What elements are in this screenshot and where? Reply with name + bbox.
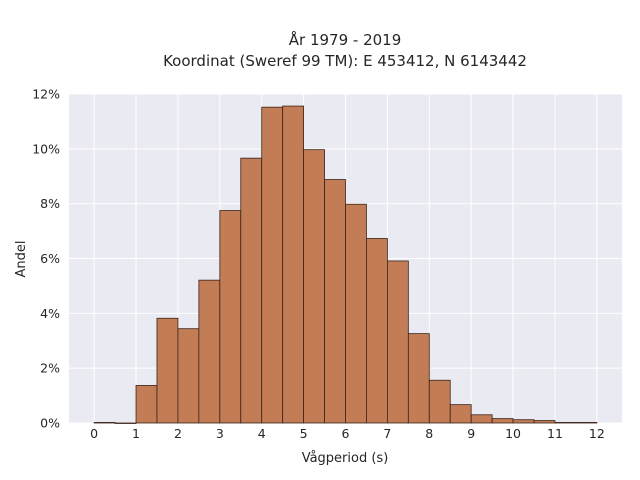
histogram-bar <box>575 422 598 424</box>
y-tick-label: 8% <box>40 196 60 211</box>
x-tick-label: 10 <box>505 426 521 441</box>
y-tick-label: 2% <box>40 361 60 376</box>
y-axis-label: Andel <box>14 241 29 278</box>
histogram-bar <box>345 203 367 424</box>
x-tick-label: 2 <box>174 426 182 441</box>
histogram-bar <box>386 260 409 424</box>
bars <box>93 105 598 424</box>
histogram-bar <box>366 238 388 424</box>
histogram-bar <box>93 422 116 424</box>
y-tick-label: 4% <box>40 306 60 321</box>
histogram-bar <box>219 210 242 424</box>
x-axis-label: Vågperiod (s) <box>302 451 389 466</box>
histogram-bar <box>324 179 346 424</box>
x-tick-labels: 0 1 2 3 4 5 6 7 8 9 10 11 12 <box>90 426 605 441</box>
histogram-bar <box>554 422 577 424</box>
histogram-bar <box>261 106 284 424</box>
y-tick-label: 6% <box>40 251 60 266</box>
histogram-bar <box>512 419 535 424</box>
y-tick-labels: 0% 2% 4% 6% 8% 10% 12% <box>32 87 60 431</box>
histogram-bar <box>303 149 325 424</box>
x-tick-label: 9 <box>467 426 475 441</box>
histogram-bar <box>470 414 493 424</box>
y-tick-label: 12% <box>32 87 60 102</box>
histogram-bar <box>407 333 430 424</box>
histogram-bar <box>533 420 556 424</box>
y-tick-label: 10% <box>32 141 60 156</box>
x-tick-label: 3 <box>216 426 224 441</box>
x-tick-label: 1 <box>132 426 140 441</box>
x-tick-label: 0 <box>90 426 98 441</box>
chart-title-line2: Koordinat (Sweref 99 TM): E 453412, N 61… <box>163 52 527 70</box>
histogram-bar <box>240 157 263 424</box>
x-tick-label: 7 <box>383 426 391 441</box>
histogram-bar <box>135 385 158 424</box>
y-tick-label: 0% <box>40 416 60 431</box>
x-tick-label: 5 <box>300 426 308 441</box>
x-tick-label: 11 <box>547 426 563 441</box>
chart-title-line1: År 1979 - 2019 <box>289 30 402 49</box>
histogram-bar <box>428 379 451 424</box>
histogram-bar <box>282 105 305 424</box>
x-tick-label: 4 <box>258 426 266 441</box>
histogram-bar <box>198 279 221 424</box>
x-tick-label: 6 <box>342 426 350 441</box>
histogram-bar <box>449 404 472 424</box>
histogram-bar <box>114 422 137 424</box>
x-tick-label: 8 <box>425 426 433 441</box>
x-tick-label: 12 <box>589 426 605 441</box>
histogram-bar <box>177 328 200 424</box>
histogram-bar <box>156 317 179 424</box>
histogram-bar <box>491 418 514 424</box>
